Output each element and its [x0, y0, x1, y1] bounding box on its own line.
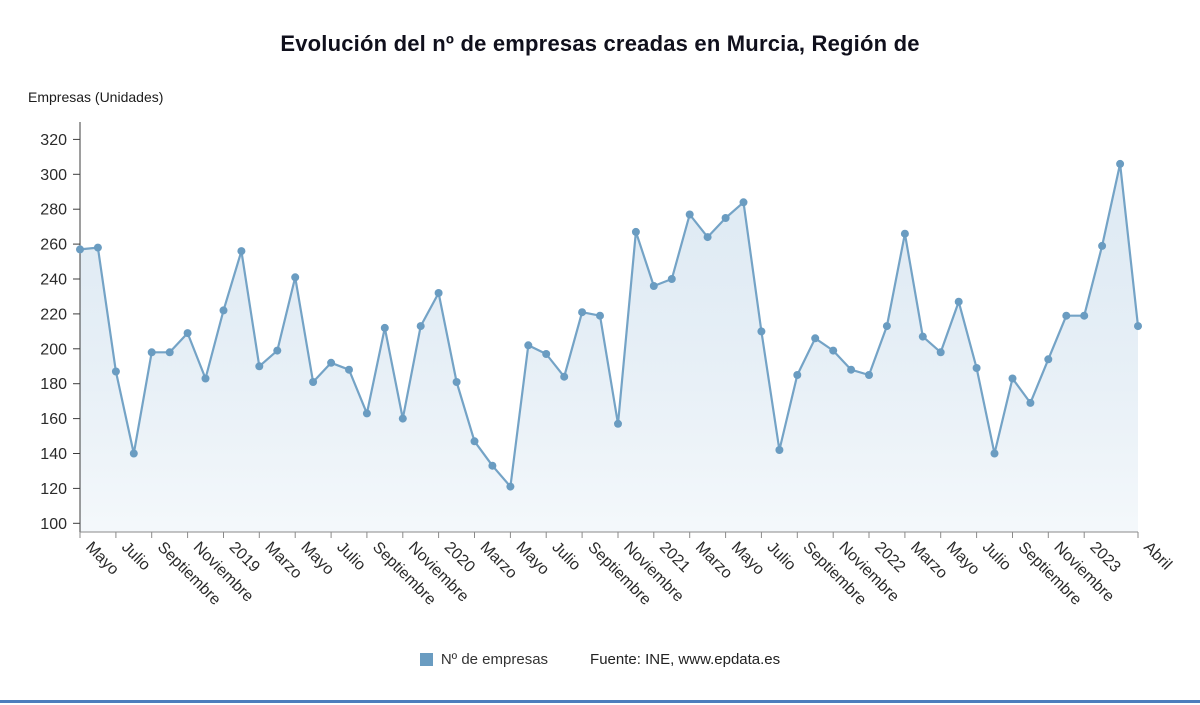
x-tick-label: Julio	[979, 539, 1014, 574]
x-tick-label: Marzo	[907, 539, 951, 583]
data-point[interactable]	[380, 323, 389, 332]
data-point[interactable]	[1080, 311, 1089, 320]
data-point[interactable]	[829, 346, 838, 355]
data-point[interactable]	[219, 306, 228, 315]
data-point[interactable]	[434, 289, 443, 297]
area-fill	[80, 163, 1138, 532]
x-tick-label: Mayo	[728, 539, 768, 579]
data-point[interactable]	[685, 210, 694, 219]
data-point[interactable]	[649, 282, 658, 290]
y-tick-label: 260	[40, 237, 67, 254]
data-point[interactable]	[793, 371, 802, 379]
y-tick-label: 280	[40, 202, 67, 219]
data-point[interactable]	[255, 362, 264, 371]
data-point[interactable]	[183, 329, 192, 338]
data-point[interactable]	[990, 449, 999, 458]
footer-accent-bar	[0, 700, 1200, 703]
data-point[interactable]	[452, 378, 461, 386]
x-tick-label: Julio	[118, 539, 153, 574]
y-tick-label: 140	[40, 446, 67, 463]
data-point[interactable]	[596, 311, 604, 320]
y-tick-label: 200	[40, 341, 67, 358]
data-point[interactable]	[273, 346, 282, 355]
y-tick-label: 160	[40, 411, 67, 428]
data-point[interactable]	[76, 245, 84, 254]
data-point[interactable]	[560, 372, 569, 381]
x-tick-label: Mayo	[297, 539, 337, 579]
legend-row: Nº de empresas Fuente: INE, www.epdata.e…	[0, 651, 1200, 668]
data-point[interactable]	[1026, 398, 1035, 407]
data-point[interactable]	[1116, 159, 1125, 168]
data-point[interactable]	[237, 247, 246, 256]
source-text: Fuente: INE, www.epdata.es	[590, 651, 781, 668]
data-point[interactable]	[398, 414, 407, 423]
legend-item[interactable]: Nº de empresas	[419, 651, 549, 668]
x-tick-label: Julio	[548, 539, 583, 574]
data-point[interactable]	[416, 322, 425, 331]
y-tick-label: 180	[40, 376, 67, 393]
data-point[interactable]	[882, 322, 891, 331]
x-tick-label: Marzo	[477, 539, 521, 583]
data-point[interactable]	[954, 297, 963, 306]
data-point[interactable]	[1008, 374, 1017, 383]
x-tick-label: Julio	[764, 539, 799, 574]
series-line	[78, 162, 1140, 488]
data-point[interactable]	[165, 348, 174, 357]
data-point[interactable]	[93, 243, 102, 252]
data-point[interactable]	[362, 409, 371, 418]
data-point[interactable]	[936, 348, 945, 357]
y-tick-label: 220	[40, 306, 67, 323]
data-point[interactable]	[488, 461, 497, 470]
data-point[interactable]	[1044, 355, 1053, 364]
data-point[interactable]	[739, 198, 748, 207]
y-tick-label: 120	[40, 481, 67, 498]
data-point[interactable]	[703, 233, 712, 242]
data-point[interactable]	[667, 275, 676, 283]
data-point[interactable]	[900, 229, 909, 238]
data-point[interactable]	[631, 227, 640, 236]
legend-marker	[419, 653, 433, 666]
data-point[interactable]	[147, 348, 156, 357]
data-point[interactable]	[524, 341, 533, 350]
line-chart: 100 120 140 160 180 200 220 240 260 280 300 320 Mayo…	[40, 122, 1175, 609]
data-point[interactable]	[345, 365, 353, 374]
data-point[interactable]	[1062, 311, 1071, 320]
legend-label: Nº de empresas	[440, 651, 549, 668]
data-point[interactable]	[972, 364, 981, 372]
data-point[interactable]	[129, 449, 138, 458]
data-point[interactable]	[1098, 241, 1107, 250]
x-tick-label: Marzo	[692, 539, 736, 583]
y-axis-title: Empresas (Unidades)	[28, 89, 164, 105]
x-tick-label: Mayo	[82, 539, 122, 579]
data-point[interactable]	[1134, 322, 1142, 331]
data-point[interactable]	[918, 332, 927, 341]
data-point[interactable]	[506, 482, 515, 491]
x-tick-label: Marzo	[261, 539, 305, 583]
data-point[interactable]	[578, 308, 587, 317]
data-point[interactable]	[111, 367, 120, 376]
data-point[interactable]	[847, 365, 856, 374]
data-point[interactable]	[470, 437, 479, 446]
y-tick-label: 100	[40, 516, 67, 533]
data-point[interactable]	[757, 327, 766, 336]
data-point[interactable]	[542, 350, 551, 358]
data-point[interactable]	[865, 371, 873, 379]
data-point[interactable]	[775, 446, 784, 454]
data-point[interactable]	[721, 214, 730, 222]
chart-title: Evolución del nº de empresas creadas en …	[280, 31, 920, 56]
x-tick-label: Mayo	[943, 539, 983, 579]
data-point[interactable]	[614, 419, 622, 428]
data-point[interactable]	[201, 374, 210, 383]
x-tick-label: Mayo	[513, 539, 553, 579]
x-tick-label: Abril	[1140, 539, 1175, 574]
data-point[interactable]	[309, 378, 318, 386]
y-tick-label: 300	[40, 167, 67, 184]
y-tick-label: 240	[40, 272, 67, 289]
data-point[interactable]	[291, 273, 300, 282]
data-point[interactable]	[327, 358, 336, 367]
y-tick-label: 320	[40, 132, 67, 149]
x-tick-label: Julio	[333, 539, 368, 574]
data-point[interactable]	[811, 334, 820, 343]
